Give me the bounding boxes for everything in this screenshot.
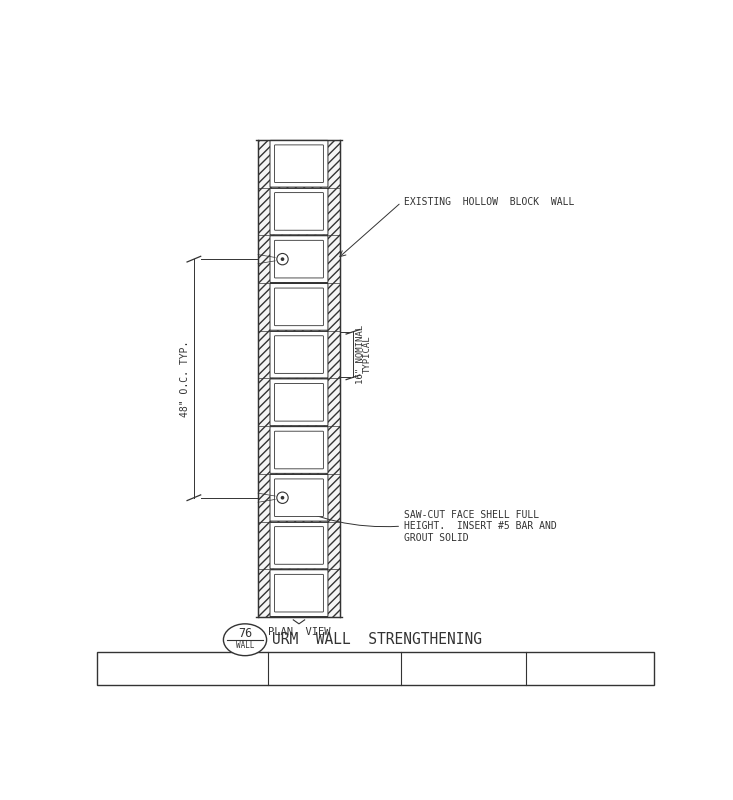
FancyBboxPatch shape [270,522,328,569]
Text: MODEL F: MODEL F [309,666,359,679]
FancyBboxPatch shape [270,426,328,474]
Text: Structural  Detail: Structural Detail [102,669,207,679]
FancyBboxPatch shape [270,474,328,521]
Text: TYPICAL: TYPICAL [363,336,372,374]
Circle shape [277,492,288,503]
Text: 76: 76 [238,627,252,640]
Text: URM  Wall: URM Wall [438,658,490,667]
Text: EXISTING  HOLLOW  BLOCK  WALL: EXISTING HOLLOW BLOCK WALL [404,198,575,207]
Text: HOME TYPE:: HOME TYPE: [312,657,358,666]
Text: 48" O.C. TYP.: 48" O.C. TYP. [180,340,190,417]
FancyBboxPatch shape [275,526,323,564]
Circle shape [277,254,288,265]
FancyBboxPatch shape [270,188,328,234]
Text: URM  WALL  STRENGTHENING: URM WALL STRENGTHENING [272,632,482,647]
Circle shape [281,258,284,260]
FancyBboxPatch shape [270,331,328,378]
FancyBboxPatch shape [275,431,323,469]
Text: SAW-CUT FACE SHELL FULL
HEIGHT.  INSERT #5 BAR AND
GROUT SOLID: SAW-CUT FACE SHELL FULL HEIGHT. INSERT #… [404,510,557,542]
FancyBboxPatch shape [270,283,328,330]
Text: PLAN  VIEW: PLAN VIEW [268,627,331,638]
FancyBboxPatch shape [275,288,323,326]
Text: Seismic  Improvement: Seismic Improvement [102,658,219,667]
FancyBboxPatch shape [270,379,328,426]
Text: WALL: WALL [236,642,254,650]
Bar [97,652,654,685]
Bar [258,140,340,617]
Text: 16" NOMINAL: 16" NOMINAL [356,325,365,384]
FancyBboxPatch shape [275,240,323,278]
Text: 76: 76 [581,665,600,680]
Text: Strengthening: Strengthening [426,669,502,679]
FancyBboxPatch shape [270,236,328,282]
FancyBboxPatch shape [275,383,323,421]
FancyBboxPatch shape [275,336,323,374]
Circle shape [281,497,284,499]
FancyBboxPatch shape [275,574,323,612]
Text: DETAIL:: DETAIL: [574,657,606,666]
FancyBboxPatch shape [270,140,328,187]
FancyBboxPatch shape [270,570,328,617]
FancyBboxPatch shape [275,145,323,182]
FancyBboxPatch shape [275,479,323,517]
FancyBboxPatch shape [275,193,323,230]
Ellipse shape [224,624,267,656]
